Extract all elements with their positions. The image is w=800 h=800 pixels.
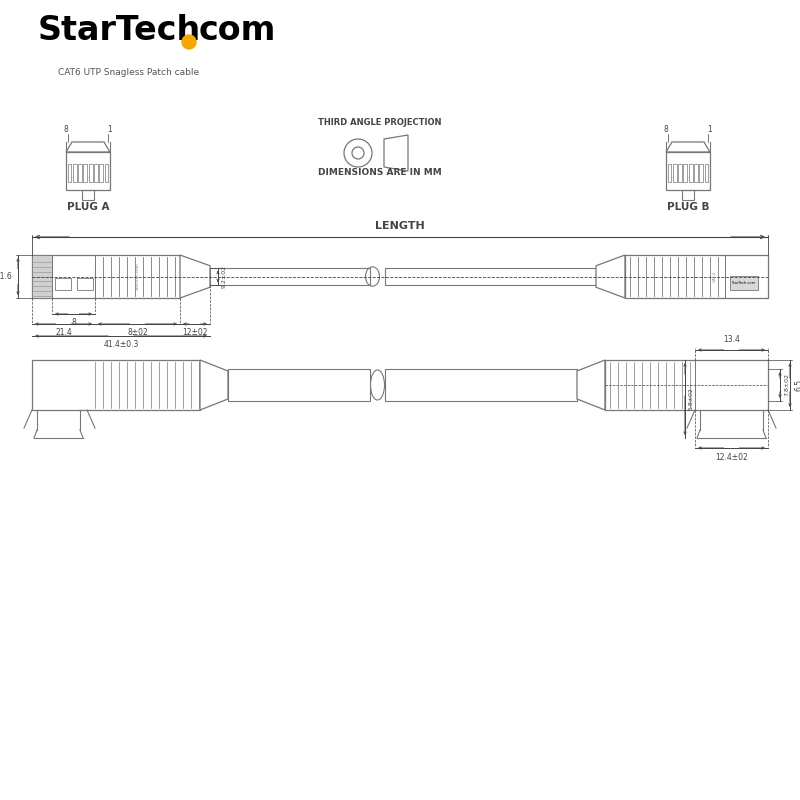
Polygon shape — [180, 255, 210, 298]
Polygon shape — [596, 255, 625, 298]
Text: PLUG B: PLUG B — [666, 202, 710, 212]
Text: 41.4±0.3: 41.4±0.3 — [103, 340, 138, 349]
Bar — [666, 152, 710, 190]
Text: THIRD ANGLE PROJECTION: THIRD ANGLE PROJECTION — [318, 118, 442, 127]
Polygon shape — [577, 360, 605, 410]
Text: 5.8±02: 5.8±02 — [689, 387, 694, 410]
Bar — [678, 164, 682, 182]
Bar — [32, 255, 52, 298]
Ellipse shape — [370, 370, 385, 400]
Bar — [689, 164, 693, 182]
Circle shape — [182, 35, 196, 49]
Text: StarTech.com: StarTech.com — [135, 262, 139, 290]
Bar — [385, 369, 577, 401]
Bar — [605, 360, 768, 410]
Bar — [55, 278, 71, 290]
Bar — [699, 164, 703, 182]
Text: 13.4: 13.4 — [723, 335, 740, 344]
Bar — [32, 255, 180, 298]
Polygon shape — [200, 360, 228, 410]
Bar — [694, 164, 698, 182]
Text: 8±02: 8±02 — [127, 328, 148, 337]
Bar — [682, 190, 694, 200]
Bar — [210, 268, 370, 285]
Bar — [625, 255, 768, 298]
Text: 7.8±02: 7.8±02 — [784, 374, 789, 397]
Bar — [67, 164, 71, 182]
Bar — [683, 164, 687, 182]
Text: 8: 8 — [71, 318, 76, 327]
Text: CAT6 UTP Snagless Patch cable: CAT6 UTP Snagless Patch cable — [58, 68, 199, 77]
Bar — [78, 164, 82, 182]
Text: com: com — [199, 14, 276, 47]
Bar — [77, 278, 93, 290]
Bar — [228, 369, 370, 401]
Text: 8: 8 — [664, 125, 668, 134]
Bar — [73, 164, 77, 182]
Bar — [99, 164, 103, 182]
Text: 12±02: 12±02 — [182, 328, 208, 337]
Text: StarTech: StarTech — [38, 14, 202, 47]
Bar — [66, 152, 110, 190]
Text: 1: 1 — [108, 125, 112, 134]
Bar — [83, 164, 87, 182]
Text: LENGTH: LENGTH — [375, 221, 425, 231]
Text: 6.5: 6.5 — [794, 379, 800, 391]
Bar — [385, 268, 596, 285]
Text: DIMENSIONS ARE IN MM: DIMENSIONS ARE IN MM — [318, 168, 442, 177]
Text: 1: 1 — [708, 125, 712, 134]
Bar — [730, 276, 758, 290]
Text: 8: 8 — [64, 125, 68, 134]
Text: 21.4: 21.4 — [55, 328, 72, 337]
Text: 11.6: 11.6 — [0, 272, 12, 281]
Text: 9.2±02: 9.2±02 — [222, 265, 227, 288]
Text: PLUG A: PLUG A — [66, 202, 110, 212]
Bar — [667, 164, 671, 182]
Bar — [89, 164, 93, 182]
Bar — [94, 164, 98, 182]
Bar — [105, 164, 109, 182]
Text: CAT-6: CAT-6 — [713, 270, 717, 282]
Ellipse shape — [366, 267, 379, 286]
Bar — [705, 164, 709, 182]
Bar — [32, 360, 200, 410]
Bar — [673, 164, 677, 182]
Bar — [82, 190, 94, 200]
Text: 12.4±02: 12.4±02 — [715, 453, 748, 462]
Text: StarTech.com: StarTech.com — [732, 281, 756, 285]
